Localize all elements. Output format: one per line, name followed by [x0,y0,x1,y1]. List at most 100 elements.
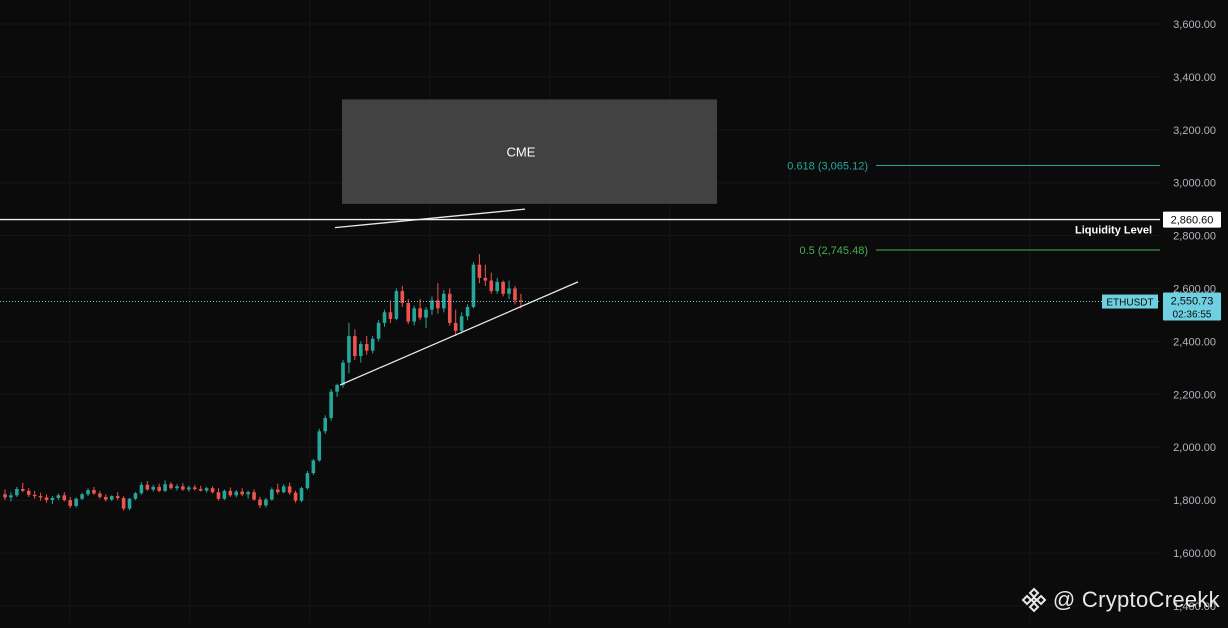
candle-body-75 [447,293,452,323]
candle-body-64 [382,312,387,323]
candle-body-45 [270,489,274,500]
current-price-tag [1163,292,1221,321]
overlays: 0.618 (3,065.12) 0.5 (2,745.48) Liquidity … [0,160,1160,386]
candle-body-7 [44,497,49,501]
candle-body-31 [187,487,191,490]
liquidity-value-tag [1163,211,1221,228]
candle-body-41 [246,492,250,495]
candle-body-54 [323,418,328,432]
candle-body-29 [175,486,179,489]
watermark-text: @ CryptoCreekk [1052,587,1220,612]
candle-body-30 [181,486,185,490]
candle-body-10 [62,495,67,501]
candle-body-11 [68,500,73,506]
candle-body-24 [145,484,150,490]
candle-body-40 [240,491,244,495]
candle-body-60 [359,344,363,356]
candle-body-15 [92,490,96,494]
candle-body-6 [38,496,43,498]
candle-body-33 [198,488,203,491]
candle-body-48 [287,486,292,493]
candle-body-59 [353,336,357,356]
candle-body-13 [80,494,84,499]
grid [0,23,1160,607]
candle-body-85 [507,288,511,294]
candle-body-57 [341,362,345,386]
candle-body-77 [459,316,464,331]
candle-body-38 [228,490,233,496]
price-tick-label-10: 1,600.00 [1173,548,1216,560]
candle-body-49 [293,492,298,501]
candle-body-79 [471,264,476,308]
candle-body-27 [163,484,167,491]
candle-body-18 [109,496,114,500]
price-tick-label-11: 1,400.00 [1173,601,1216,613]
symbol-tag [1102,294,1158,309]
fib-label-0: 0.618 (3,065.12) [787,160,868,172]
candle-body-20 [121,497,126,509]
candle-body-67 [400,291,405,304]
candle-body-5 [32,494,37,497]
liquidity-value-tag-label: 2,860.60 [1171,215,1214,227]
candle-body-12 [74,498,78,506]
liquidity-level-label: Liquidity Level [1075,225,1152,237]
candle-body-4 [26,490,31,495]
candle-body-28 [169,484,173,489]
candle-body-65 [388,312,393,319]
candle-body-39 [234,491,239,496]
candle-body-21 [127,498,132,509]
price-tick-label-4: 2,800.00 [1173,231,1216,243]
price-tick-label-6: 2,400.00 [1173,336,1216,348]
candle-body-63 [376,322,381,339]
candle-body-52 [311,460,316,474]
candle-body-19 [115,496,120,498]
candle-body-36 [216,492,221,499]
symbol-tag-label: ETHUSDT [1106,298,1153,309]
candle-body-66 [394,291,399,319]
cme-zone [342,99,717,204]
candle-body-43 [258,499,262,506]
candle-body-1 [9,495,13,498]
price-tick-label-0: 3,600.00 [1173,19,1216,31]
candle-body-35 [210,488,215,493]
current-price-tag-label: 2,550.73 [1171,296,1214,308]
candle-body-86 [513,288,517,301]
candle-body-84 [501,281,505,294]
channel-lower-line [339,281,579,386]
candle-body-78 [465,307,470,317]
candle-body-68 [406,303,411,322]
price-tick-label-9: 1,800.00 [1173,495,1216,507]
candle-body-46 [275,489,280,493]
candle-body-47 [281,486,286,493]
candle-body-0 [3,494,7,498]
candle-body-82 [489,280,494,292]
candle-body-8 [50,497,55,501]
candle-body-69 [412,308,416,322]
candle-body-2 [15,488,19,496]
candle-body-22 [133,493,138,499]
price-tick-label-8: 2,000.00 [1173,442,1216,454]
candle-body-74 [442,293,446,309]
price-tick-label-5: 2,600.00 [1173,284,1216,296]
binance-logo-icon [1021,587,1047,613]
candle-body-53 [317,431,322,461]
candle-body-62 [370,338,375,351]
candle-body-37 [222,490,227,499]
candle-body-9 [56,495,61,498]
candle-body-51 [305,473,310,489]
candle-body-25 [151,486,156,490]
candle-body-3 [20,488,25,491]
price-axis: 3,600.00 3,400.00 3,200.00 3,000.00 2,800.00… [1163,19,1221,613]
candle-body-58 [347,336,351,363]
candle-body-50 [299,488,304,501]
candle-body-83 [495,281,499,292]
countdown-label: 02:36:55 [1173,310,1212,321]
candle-body-73 [436,300,440,309]
price-tick-label-1: 3,400.00 [1173,72,1216,84]
channel-upper-line [334,208,526,229]
candle-body-87 [519,300,523,302]
cme-zone-label: CME [507,145,536,160]
candle-body-34 [204,488,209,491]
